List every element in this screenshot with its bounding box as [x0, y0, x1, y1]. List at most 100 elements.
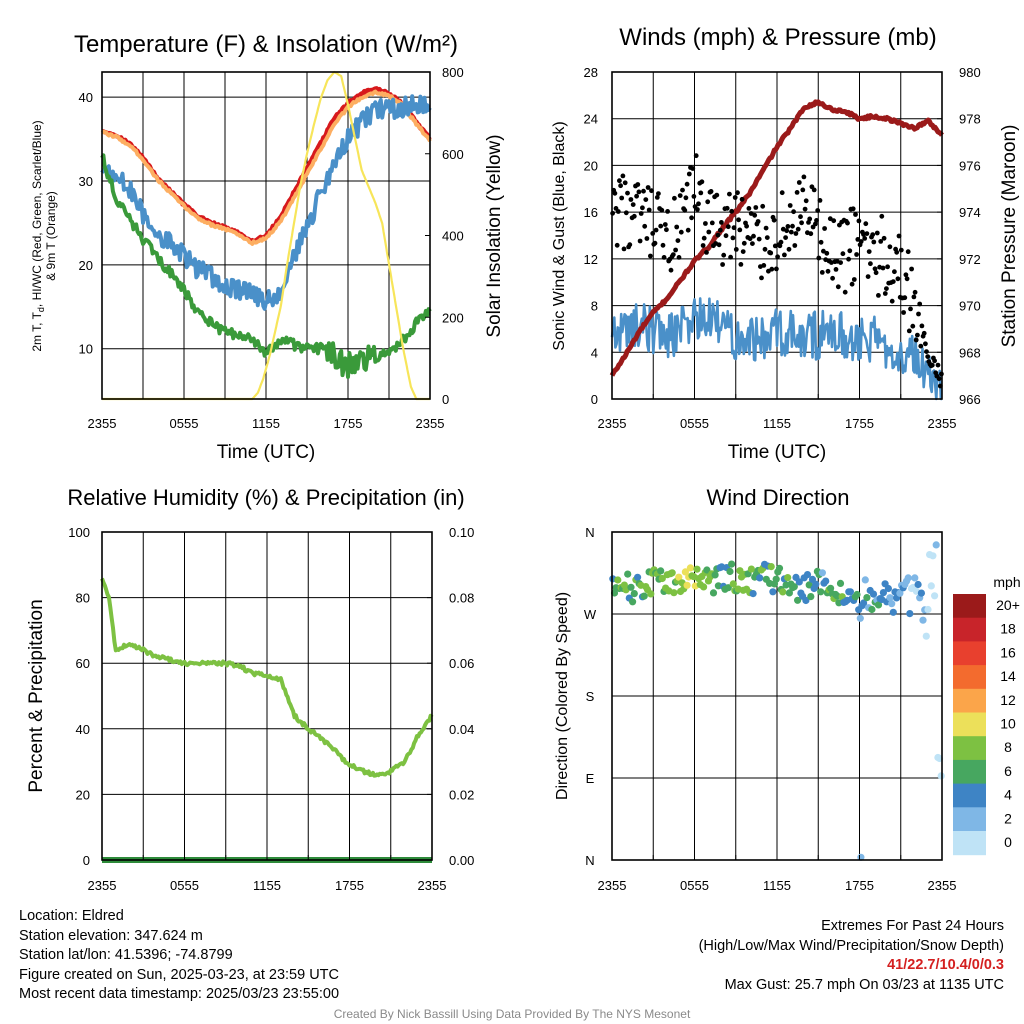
gust-point: [672, 195, 677, 201]
gust-point: [762, 246, 768, 252]
direction-chart-title: Wind Direction: [706, 485, 849, 510]
gust-point: [703, 221, 708, 226]
gust-point: [619, 195, 625, 201]
gust-point: [915, 332, 920, 338]
gust-point: [686, 171, 692, 177]
direction-gridlines: [612, 532, 942, 860]
gust-point: [625, 190, 630, 196]
gust-point: [680, 187, 685, 193]
humidity-y-axis-label: Percent & Precipitation: [26, 599, 47, 792]
gust-point: [902, 295, 908, 301]
gust-point: [752, 212, 758, 218]
legend-label: 12: [1000, 692, 1016, 708]
wind-x-axis-label: Time (UTC): [728, 442, 827, 463]
gust-point: [779, 190, 785, 196]
direction-point: [675, 573, 683, 581]
gust-point: [896, 233, 902, 239]
gust-point: [644, 236, 650, 241]
y-tick-label: 16: [584, 205, 598, 220]
gust-point: [935, 362, 941, 368]
y-tick-label: 8: [591, 299, 598, 314]
gust-point: [889, 298, 895, 304]
direction-point: [886, 594, 894, 602]
credit-line: Created By Nick Bassill Using Data Provi…: [333, 1007, 691, 1021]
gust-point: [819, 270, 825, 275]
gust-point: [706, 229, 712, 235]
legend-label: 20+: [996, 597, 1020, 613]
direction-point: [922, 632, 930, 640]
x-tick-label: 2355: [418, 878, 447, 893]
y2-tick-label: 200: [442, 310, 464, 325]
gust-point: [868, 261, 873, 267]
gust-point: [699, 179, 705, 185]
temp-series: [100, 70, 432, 401]
gust-point: [807, 216, 813, 222]
gust-point: [912, 289, 918, 295]
gust-point: [808, 231, 814, 237]
gust-point: [791, 209, 796, 215]
direction-point: [931, 592, 939, 600]
direction-point: [911, 574, 919, 582]
gust-point: [901, 310, 906, 315]
y-tick-label: 0: [83, 853, 90, 868]
gust-point: [731, 225, 737, 231]
legend-swatch: [953, 594, 986, 619]
gust-point: [740, 249, 746, 255]
y2-tick-label: 600: [442, 147, 464, 162]
gust-point: [709, 220, 715, 226]
x-tick-label: 1155: [253, 878, 281, 893]
legend-swatch: [953, 831, 986, 856]
direction-point: [884, 584, 893, 593]
y2-tick-label: 0.02: [449, 787, 474, 802]
temp-y2-axis-label: Solar Insolation (Yellow): [484, 134, 505, 337]
y2-tick-label: 0.00: [449, 853, 474, 868]
gust-point: [802, 206, 808, 212]
gust-point: [903, 272, 909, 278]
gust-point: [785, 224, 791, 229]
gust-point: [863, 221, 869, 227]
station-pressure-line: [609, 99, 944, 377]
gust-point: [908, 306, 913, 312]
legend-swatch: [953, 736, 986, 761]
direction-point: [658, 574, 666, 583]
station-elevation: Station elevation: 347.624 m: [19, 927, 203, 944]
temp-y-axis-label: 2m T, Td, HI/WC (Red, Green, Scarlet/Blu…: [30, 120, 46, 351]
gust-point: [801, 174, 807, 180]
gust-point: [725, 224, 731, 230]
gust-point: [905, 249, 911, 255]
gust-point: [929, 362, 935, 368]
direction-point: [807, 593, 815, 601]
temp-chart-title: Temperature (F) & Insolation (W/m²): [74, 31, 458, 58]
recent-timestamp: Most recent data timestamp: 2025/03/23 2…: [19, 986, 340, 1002]
y2-tick-label: 980: [959, 65, 981, 80]
gust-point: [708, 189, 714, 194]
gust-point: [728, 254, 733, 260]
gust-point: [862, 236, 868, 241]
gust-point: [716, 242, 722, 248]
y-tick-label: 20: [76, 787, 90, 802]
gust-point: [854, 252, 859, 257]
temp-ticks: 2355 0555 1155 1755 235510203040020040060080…: [79, 65, 464, 431]
gust-point: [741, 240, 747, 246]
wind-ticks: 2355 0555 1155 1755 235504812162024289669689…: [584, 65, 981, 431]
y-tick-label: 28: [584, 65, 598, 80]
extremes-block: Extremes For Past 24 Hours (High/Low/Max…: [699, 917, 1004, 995]
gust-point: [919, 323, 925, 329]
direction-ticks: 2355 0555 1155 1755 2355 N E S W N: [584, 525, 957, 893]
gust-point: [777, 243, 783, 249]
gust-point: [643, 197, 649, 203]
wind-chart-title: Winds (mph) & Pressure (mb): [619, 24, 936, 51]
panel-humidity: Relative Humidity (%) & Precipitation (i…: [26, 485, 474, 893]
humidity-ticks: 2355 0555 1155 1755 2355 0 20 40 60 80 100 0.00 0.02…: [68, 525, 474, 893]
wind-y-axis-label: Sonic Wind & Gust (Blue, Black): [551, 121, 568, 350]
x-tick-label: 1755: [334, 416, 363, 431]
gust-point: [658, 223, 664, 229]
gust-point: [788, 229, 794, 235]
x-tick-label: 0555: [170, 878, 199, 893]
gust-point: [783, 235, 788, 241]
gust-point: [732, 195, 738, 200]
gust-point: [833, 267, 839, 272]
y-tick-label: 40: [79, 90, 93, 105]
gust-point: [830, 275, 835, 281]
gust-point: [892, 269, 897, 275]
